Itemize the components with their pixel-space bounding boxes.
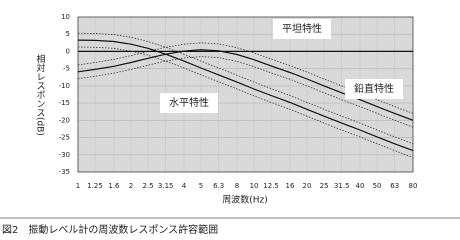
y-tick-label: -10	[59, 82, 70, 90]
y-tick-label: 10	[61, 13, 70, 21]
x-tick-label: 40	[356, 182, 365, 190]
y-tick-label: 5	[66, 30, 70, 38]
y-tick-label: -30	[59, 151, 70, 159]
y-tick-label: -35	[59, 168, 70, 176]
x-tick-label: 16	[285, 182, 294, 190]
annotation-box	[160, 93, 218, 113]
x-tick-label: 2.5	[142, 182, 153, 190]
x-tick-label: 20	[303, 182, 312, 190]
x-tick-label: 63	[390, 182, 399, 190]
x-tick-label: 80	[409, 182, 418, 190]
x-tick-label: 3.15	[158, 182, 174, 190]
annotation: 鉛直特性	[354, 82, 394, 95]
y-axis-label: 相対レスポンス(dB)	[35, 53, 46, 136]
annotation-box	[345, 79, 403, 99]
x-tick-label: 25	[320, 182, 329, 190]
y-tick-label: -5	[63, 65, 70, 73]
tolerance-line	[77, 32, 414, 145]
x-tick-label: 12.5	[263, 182, 279, 190]
x-tick-label: 31.5	[334, 182, 350, 190]
x-tick-label: 4	[182, 182, 187, 190]
y-tick-label: 0	[66, 47, 70, 55]
annotation: 平坦特性	[282, 22, 322, 35]
y-tick-label: -25	[59, 134, 70, 142]
plot-border	[77, 16, 414, 173]
x-tick-label: 1.25	[87, 182, 103, 190]
response-line	[77, 39, 414, 152]
x-tick-label: 1	[76, 182, 80, 190]
x-tick-label: 5	[199, 182, 203, 190]
caption: 図2 振動レベル計の周波数レスポンス許容範囲	[2, 223, 218, 236]
y-tick-label: -20	[59, 116, 70, 124]
x-tick-label: 50	[373, 182, 382, 190]
tolerance-line	[77, 56, 414, 128]
annotation: 水平特性	[169, 96, 209, 109]
x-tick-label: 10	[250, 182, 259, 190]
annotation-box	[273, 19, 331, 39]
x-tick-label: 8	[235, 182, 239, 190]
x-tick-label: 2	[129, 182, 133, 190]
y-tick-label: -15	[59, 99, 70, 107]
x-tick-label: 1.6	[108, 182, 120, 190]
tolerance-line	[77, 46, 414, 158]
x-axis-label: 周波数(Hz)	[222, 194, 268, 206]
x-tick-label: 6.3	[213, 182, 224, 190]
